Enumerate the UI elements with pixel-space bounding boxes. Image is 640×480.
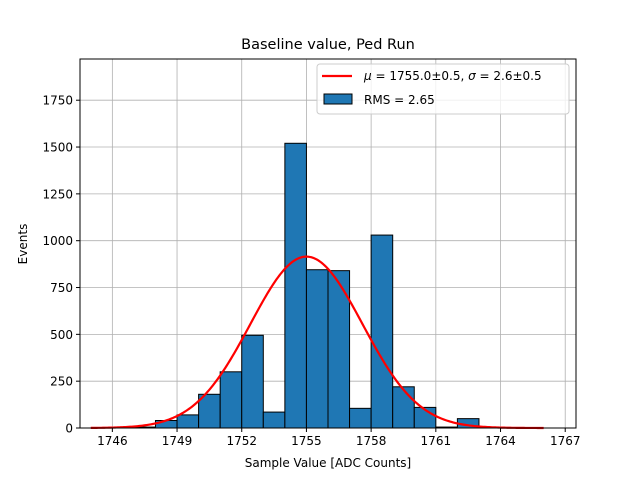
x-tick-label: 1749 (162, 434, 193, 448)
gaussian-fit-curve (90, 255, 544, 430)
y-tick-label: 250 (50, 375, 73, 389)
plot-area-frame (79, 58, 577, 429)
y-tick-label: 1250 (42, 187, 73, 201)
x-tick-label: 1746 (97, 434, 128, 448)
legend-fit-label: μ = 1755.0±0.5, σ = 2.6±0.5 (363, 69, 542, 83)
legend-histogram-swatch-icon (323, 93, 353, 105)
y-tick-label: 750 (50, 281, 73, 295)
x-tick-label: 1758 (356, 434, 387, 448)
x-tick-label: 1761 (421, 434, 452, 448)
histogram-bar (219, 371, 243, 429)
legend-histogram-label: RMS = 2.65 (364, 93, 435, 107)
y-tick-label: 1500 (42, 141, 73, 155)
legend-box (316, 63, 570, 115)
histogram-bar (349, 407, 372, 429)
x-axis-ticks: 1746 1749 1752 1755 1758 1761 1764 1767 (97, 428, 580, 448)
histogram-bar (262, 411, 286, 429)
x-tick-label: 1755 (291, 434, 322, 448)
y-tick-label: 500 (50, 328, 73, 342)
histogram-bar (392, 386, 415, 429)
fit-curve-layer (90, 255, 544, 430)
x-tick-label: 1752 (226, 434, 257, 448)
y-axis-ticks: 0 250 500 750 1000 1250 1500 1750 (42, 94, 80, 436)
histogram-bar (305, 269, 329, 429)
x-axis-label: Sample Value [ADC Counts] (245, 456, 411, 470)
histogram-bars (133, 142, 502, 429)
x-tick-label: 1764 (485, 434, 516, 448)
chart-title: Baseline value, Ped Run (241, 37, 415, 53)
legend: μ = 1755.0±0.5, σ = 2.6±0.5 RMS = 2.65 (316, 63, 570, 115)
histogram-bar (370, 234, 394, 429)
x-tick-label: 1767 (550, 434, 581, 448)
histogram-bar (284, 142, 307, 429)
histogram-bar (241, 334, 264, 429)
y-tick-label: 0 (65, 422, 73, 436)
y-tick-label: 1000 (42, 234, 73, 248)
histogram-bar (176, 414, 200, 429)
y-axis-label: Events (16, 224, 30, 265)
y-tick-label: 1750 (42, 94, 73, 108)
